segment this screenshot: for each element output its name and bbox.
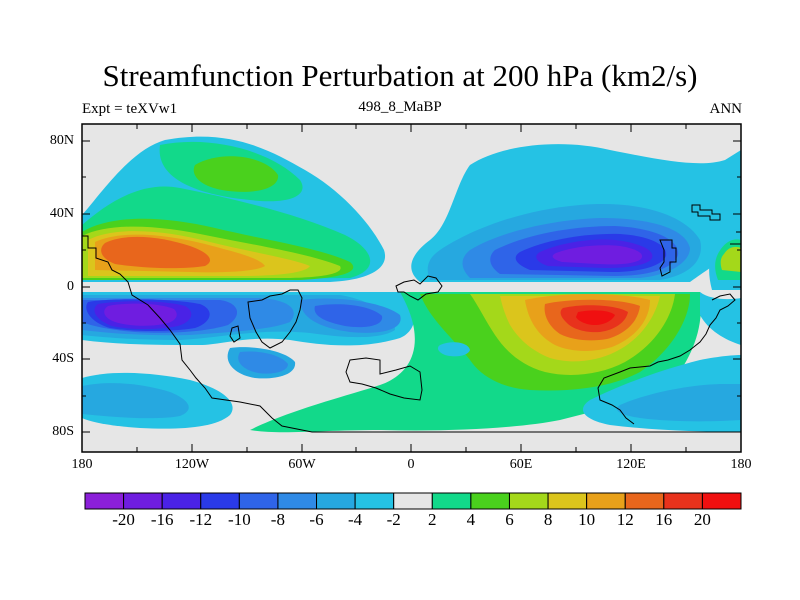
x-label-180w: 180 [71,457,93,472]
season-label: ANN [709,101,743,117]
colorbar-label: 4 [466,510,476,529]
y-label-0: 0 [67,279,74,294]
colorbar-box [393,492,433,510]
axis-ticks [82,124,741,452]
colorbar-box [547,492,588,510]
colorbar-box [200,492,240,510]
colorbar-box [238,492,279,510]
period-label: 498_8_MaBP [358,99,442,115]
colorbar-box [84,492,125,510]
y-label-40s: 40S [52,351,74,366]
colorbar-box [701,492,742,510]
colorbar-label: 16 [655,510,673,529]
colorbar-box [431,492,472,510]
x-label-0: 0 [407,457,415,472]
colorbar-label: -20 [112,510,135,529]
colorbar-label: -8 [270,510,285,529]
colorbar-label: -10 [228,510,251,529]
colorbar-box [508,492,549,510]
colorbar-label: 8 [543,510,553,529]
colorbar-label: -16 [150,510,174,529]
coastlines [82,204,741,433]
colorbar-label: 6 [505,510,514,529]
colorbar-box [470,492,510,510]
colorbar [84,492,742,510]
colorbar-label: 12 [616,510,634,529]
x-label-120w: 120W [174,457,210,472]
colorbar-box [624,492,665,510]
colorbar-box [123,492,163,510]
colorbar-label: -2 [386,510,401,529]
colorbar-box [161,492,202,510]
x-label-60e: 60E [509,457,533,472]
colorbar-label: -6 [309,510,324,529]
x-label-120e: 120E [616,457,646,472]
y-label-80s: 80S [52,424,74,439]
experiment-label: Expt = teXVw1 [82,101,178,117]
colorbar-label: 10 [578,510,596,529]
colorbar-box [316,492,356,510]
y-label-40n: 40N [49,206,74,221]
x-label-60w: 60W [288,457,316,472]
colorbar-label: 2 [428,510,437,529]
contour-fill [82,136,741,433]
colorbar-label: -12 [189,510,213,529]
colorbar-label: -4 [348,510,363,529]
colorbar-box [586,492,626,510]
colorbar-label: 20 [693,510,711,529]
colorbar-box [354,492,395,510]
plot-title: Streamfunction Perturbation at 200 hPa (… [102,58,698,93]
x-label-180e: 180 [730,457,752,472]
y-label-80n: 80N [49,133,74,148]
colorbar-box [277,492,318,510]
colorbar-box [663,492,703,510]
